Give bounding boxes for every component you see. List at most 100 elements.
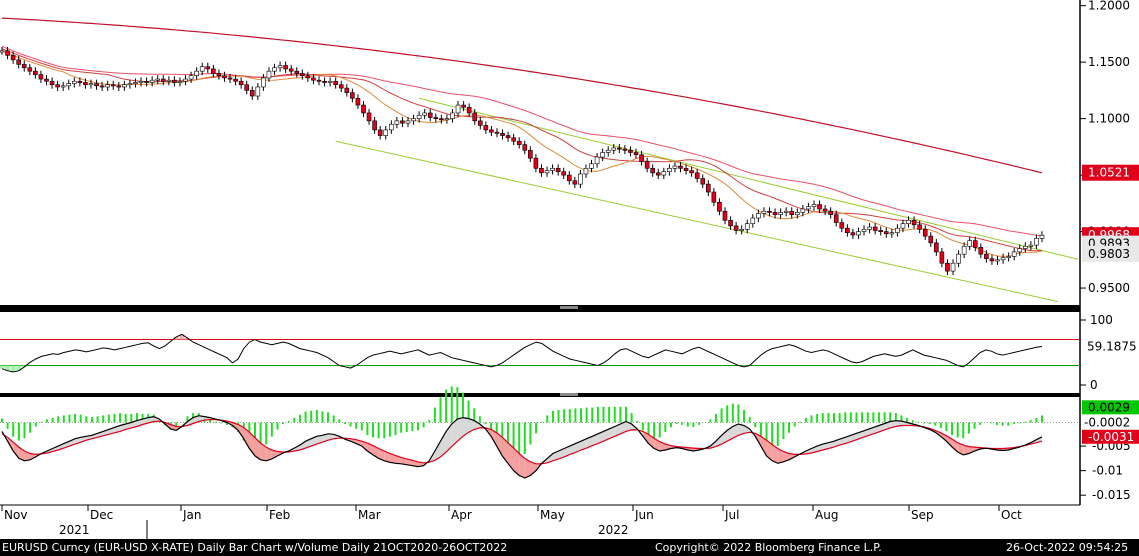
candle-body: [172, 79, 177, 83]
candle-body: [472, 112, 478, 122]
candle-body: [400, 120, 405, 124]
macd-fill: [451, 419, 458, 447]
xaxis-month-label: Jul: [724, 508, 739, 522]
candle-body: [194, 70, 199, 76]
candle-body: [350, 92, 355, 99]
macd-fill: [243, 427, 250, 449]
candle-body: [411, 118, 416, 122]
candle-body: [389, 123, 394, 131]
candle-body: [672, 165, 678, 169]
candle-body: [38, 74, 44, 80]
price-badge-label: 1.0521: [1088, 166, 1130, 180]
candle-body: [539, 168, 544, 174]
candle-body: [199, 66, 205, 72]
candle-body: [1006, 256, 1011, 258]
macd-fill: [597, 431, 604, 444]
candle-body: [127, 83, 133, 86]
macd-fill: [361, 441, 368, 451]
candle-body: [594, 156, 600, 165]
macd-fill: [474, 420, 480, 430]
candle-body: [21, 64, 27, 69]
candle-body: [878, 230, 884, 232]
chart-canvas[interactable]: 1.20001.15001.10001.05001.00000.95001.05…: [0, 0, 1139, 539]
macd-fill: [299, 441, 306, 451]
macd-fill: [519, 453, 525, 478]
macd-fill: [367, 443, 374, 455]
xaxis-month-label: Mar: [358, 508, 381, 522]
candle-body: [728, 219, 733, 227]
candle-body: [238, 81, 244, 86]
candle-body: [1028, 244, 1034, 247]
candle-body: [911, 219, 917, 226]
candle-body: [55, 84, 60, 88]
macd-tick-label: -0.015: [1092, 488, 1131, 502]
candle-body: [494, 131, 500, 134]
candle-body: [227, 77, 233, 80]
macd-fill: [491, 429, 497, 447]
splitter-2: [560, 393, 578, 396]
macd-fill: [507, 442, 514, 471]
candle-body: [394, 120, 400, 125]
xaxis-month-label: Dec: [90, 508, 113, 522]
candle-body: [717, 201, 722, 212]
candle-body: [711, 191, 717, 203]
candle-body: [94, 83, 99, 87]
candle-body: [0, 50, 5, 53]
candle-body: [288, 68, 294, 72]
candle-body: [806, 206, 811, 210]
candle-body: [550, 168, 555, 171]
macd-fill: [80, 436, 87, 443]
candle-body: [505, 135, 511, 139]
macd-fill: [581, 438, 587, 451]
candle-body: [945, 262, 950, 272]
macd-fill: [968, 446, 975, 454]
macd-fill: [603, 428, 610, 442]
footer-copyright: Copyright© 2022 Bloomberg Finance L.P.: [655, 541, 882, 554]
candle-body: [783, 210, 789, 213]
candle-body: [800, 208, 806, 213]
macd-fill: [389, 453, 396, 464]
candle-body: [377, 129, 383, 136]
candle-body: [756, 213, 761, 219]
osc-tick-label: 0: [1090, 378, 1098, 392]
macd-fill: [766, 440, 773, 461]
macd-fill: [440, 431, 447, 457]
macd-fill: [558, 448, 565, 459]
candle-body: [667, 168, 672, 173]
candle-body: [794, 212, 800, 215]
channel-upper-line: [418, 97, 1079, 260]
candle-body: [678, 165, 683, 169]
candle-body: [778, 212, 783, 215]
xaxis-month-label: Sep: [911, 508, 934, 522]
candle-body: [644, 161, 650, 169]
candle-body: [789, 210, 795, 215]
candle-body: [33, 70, 38, 75]
macd-fill: [586, 436, 593, 449]
macd-fill: [789, 453, 795, 460]
candle-body: [5, 50, 10, 56]
price-panel-bg: [0, 0, 1080, 305]
footer-timestamp: 26-Oct-2022 09:54:25: [1006, 541, 1129, 554]
candle-body: [611, 147, 617, 151]
candle-body: [850, 232, 856, 236]
candle-body: [856, 231, 861, 236]
candle-body: [255, 86, 261, 97]
candle-body: [27, 67, 33, 72]
candle-body: [883, 231, 889, 235]
candle-body: [694, 172, 700, 179]
macd-fill: [462, 417, 469, 437]
candle-body: [861, 229, 867, 232]
candle-body: [16, 59, 21, 65]
macd-fill: [715, 435, 722, 447]
macd-fill: [620, 421, 626, 434]
candle-body: [617, 147, 622, 150]
macd-fill: [777, 448, 784, 464]
ma-200-line: [1, 17, 1043, 174]
candle-body: [889, 232, 895, 235]
candle-body: [533, 157, 539, 169]
price-tick-label: 1.1000: [1088, 112, 1130, 126]
candle-body: [88, 83, 94, 86]
candle-body: [450, 112, 455, 119]
candle-body: [917, 224, 922, 230]
candle-body: [833, 214, 839, 223]
